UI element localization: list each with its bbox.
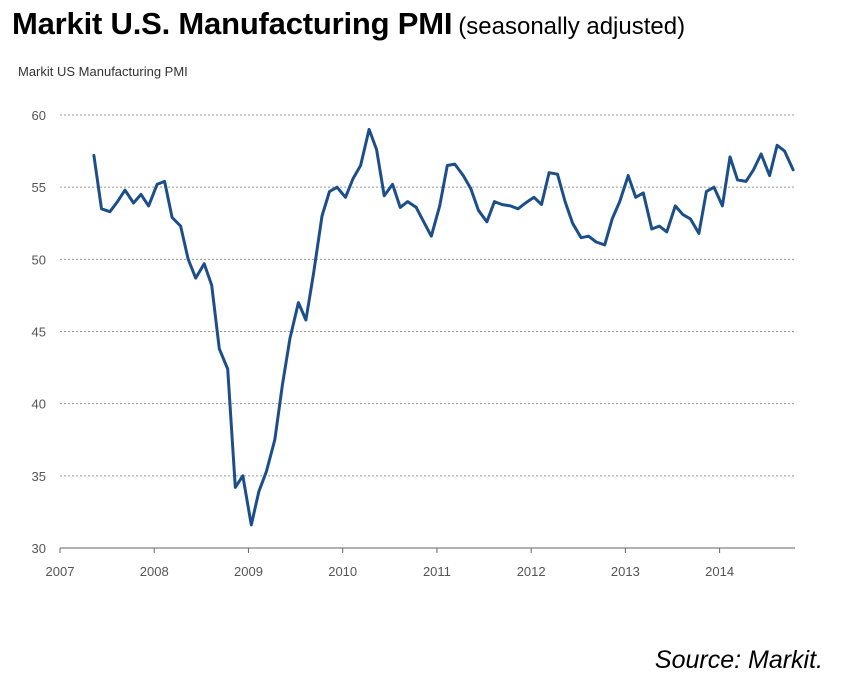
y-tick-label: 60: [32, 108, 46, 123]
chart-title-main: Markit U.S. Manufacturing PMI: [12, 6, 453, 41]
x-tick-label: 2008: [140, 564, 169, 579]
x-tick-label: 2009: [234, 564, 263, 579]
x-tick-label: 2007: [46, 564, 75, 579]
x-tick-label: 2014: [705, 564, 734, 579]
x-tick-label: 2012: [517, 564, 546, 579]
y-tick-label: 40: [32, 397, 46, 412]
series-line: [92, 127, 795, 527]
x-tick-label: 2010: [328, 564, 357, 579]
source-note: Source: Markit.: [654, 646, 823, 674]
y-tick-label: 30: [32, 541, 46, 556]
x-tick-label: 2011: [423, 564, 451, 579]
chart-subtitle: (seasonally adjusted): [458, 13, 686, 40]
y-tick-label: 45: [32, 325, 46, 340]
chart-title: Markit U.S. Manufacturing PMI (seasonally…: [12, 6, 685, 42]
chart-inner-title: Markit US Manufacturing PMI: [18, 64, 188, 79]
x-tick-label: 2013: [611, 564, 640, 579]
y-tick-label: 35: [32, 469, 46, 484]
y-tick-label: 50: [32, 252, 46, 267]
y-tick-label: 55: [32, 180, 46, 195]
